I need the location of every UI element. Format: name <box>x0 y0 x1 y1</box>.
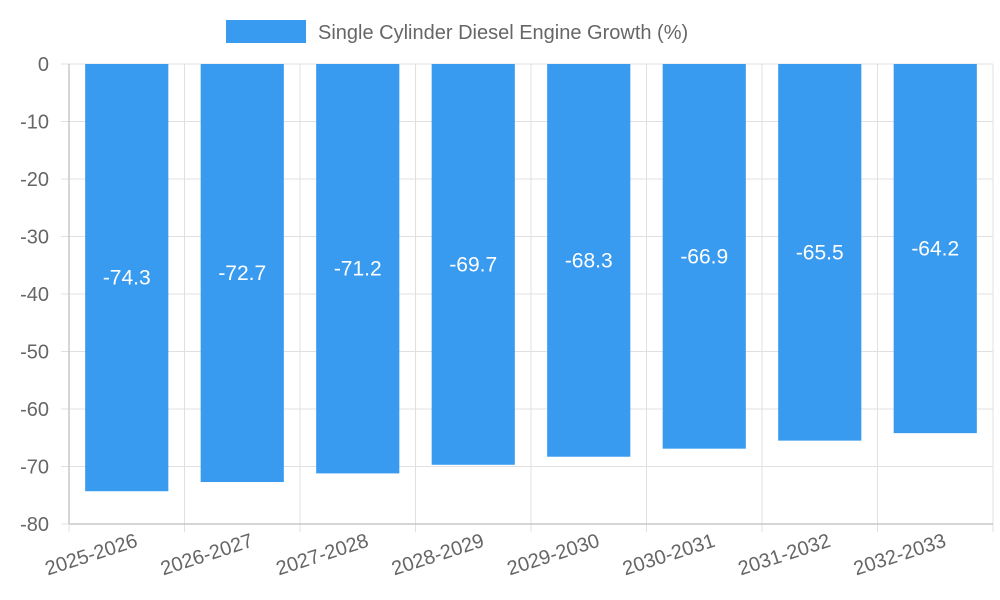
bar-value-label: -65.5 <box>796 241 844 264</box>
bar[interactable] <box>431 64 515 465</box>
bar[interactable] <box>316 64 400 474</box>
bar[interactable] <box>778 64 862 441</box>
bars <box>85 64 977 492</box>
x-tick-label: 2026-2027 <box>158 530 256 580</box>
x-axis-ticks: 2025-2026 2026-2027 2027-2028 2028-2029 2029… <box>43 530 949 580</box>
bar[interactable] <box>85 64 169 492</box>
x-tick-label: 2028-2029 <box>389 530 487 580</box>
x-tick-label: 2025-2026 <box>43 530 141 580</box>
y-tick-label: -60 <box>20 399 49 421</box>
y-tick-label: -70 <box>20 457 49 479</box>
y-tick-label: 0 <box>38 54 49 76</box>
bar[interactable] <box>547 64 631 457</box>
y-tick-label: -10 <box>20 112 49 134</box>
x-tick-label: 2027-2028 <box>274 530 372 580</box>
data-labels: -74.3 -72.7 -71.2 -69.7 -68.3 -66.9 -65.5 -64.2 <box>103 238 959 290</box>
bar-value-label: -72.7 <box>218 262 266 285</box>
bar[interactable] <box>200 64 284 483</box>
legend-label: Single Cylinder Diesel Engine Growth (%) <box>318 22 688 44</box>
legend[interactable]: Single Cylinder Diesel Engine Growth (%) <box>226 20 688 44</box>
y-tick-label: -20 <box>20 169 49 191</box>
x-tick-label: 2032-2033 <box>851 530 949 580</box>
bar-value-label: -68.3 <box>565 249 613 272</box>
bar-value-label: -69.7 <box>449 253 497 276</box>
bar-value-label: -74.3 <box>103 267 151 290</box>
x-tick-label: 2031-2032 <box>736 530 834 580</box>
bar-value-label: -66.9 <box>680 245 728 268</box>
y-tick-label: -40 <box>20 284 49 306</box>
x-tick-label: 2029-2030 <box>505 530 603 580</box>
y-tick-label: -30 <box>20 227 49 249</box>
bar[interactable] <box>893 64 977 434</box>
x-tick-label: 2030-2031 <box>620 530 718 580</box>
bar-value-label: -64.2 <box>911 238 959 261</box>
axes <box>68 64 993 525</box>
y-axis-ticks: 0 -10 -20 -30 -40 -50 -60 -70 -80 <box>20 54 49 536</box>
y-tick-label: -80 <box>20 514 49 536</box>
bar-value-label: -71.2 <box>334 258 382 281</box>
bar[interactable] <box>662 64 746 449</box>
legend-swatch <box>226 20 306 43</box>
y-tick-label: -50 <box>20 342 49 364</box>
